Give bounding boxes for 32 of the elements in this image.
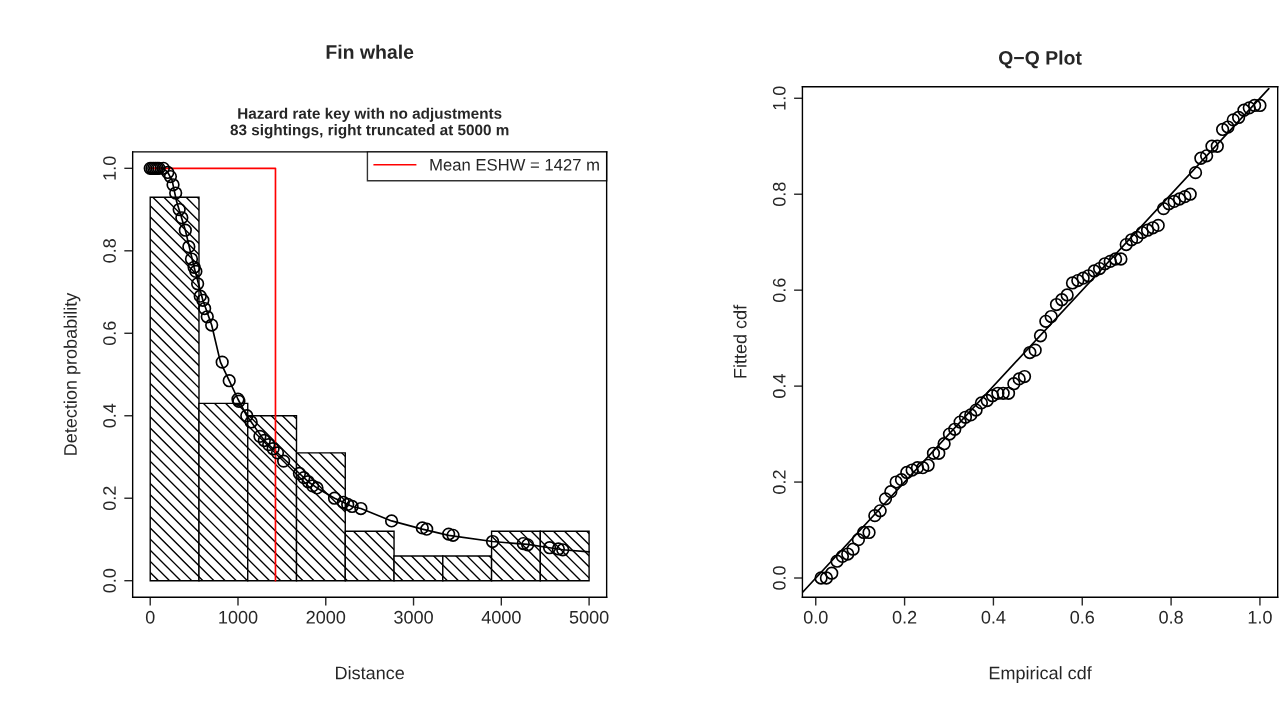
x-tick-label: 0.6 bbox=[1070, 610, 1095, 624]
x-tick-label: 0.2 bbox=[892, 610, 917, 624]
y-tick-label: 0.4 bbox=[772, 374, 786, 398]
x-tick-label: 0.4 bbox=[981, 610, 1006, 624]
chart-title: Q−Q Plot bbox=[998, 50, 1082, 69]
y-tick-label: 0.0 bbox=[103, 568, 116, 593]
y-tick-label: 1.0 bbox=[103, 156, 116, 180]
x-axis-title: Empirical cdf bbox=[989, 666, 1092, 683]
x-tick-label: 2000 bbox=[306, 610, 346, 624]
y-tick-label: 0.2 bbox=[772, 470, 786, 494]
y-tick-label: 0.6 bbox=[772, 278, 786, 303]
x-tick-label: 0.0 bbox=[803, 610, 828, 624]
y-axis-title: Detection probability bbox=[63, 292, 81, 455]
y-tick-label: 0.2 bbox=[103, 486, 116, 511]
y-tick-label: 0.0 bbox=[772, 566, 786, 590]
x-tick-label: 0.8 bbox=[1159, 610, 1183, 624]
x-tick-label: 1000 bbox=[219, 610, 258, 624]
y-tick-label: 0.6 bbox=[103, 321, 116, 346]
y-axis-title: Fitted cdf bbox=[733, 304, 747, 378]
x-tick-label: 0 bbox=[145, 610, 155, 624]
chart-subtitle: Hazard rate key with no adjustments 83 sightings, right truncated at 5000 m bbox=[230, 107, 509, 139]
y-tick-label: 1.0 bbox=[772, 86, 786, 110]
y-tick-label: 0.4 bbox=[103, 403, 116, 428]
x-tick-label: 3000 bbox=[394, 610, 433, 624]
y-tick-label: 0.8 bbox=[103, 239, 116, 263]
x-tick-label: 1.0 bbox=[1248, 610, 1272, 624]
x-tick-label: 4000 bbox=[481, 610, 521, 624]
legend-label: Mean ESHW = 1427 m bbox=[430, 158, 599, 171]
chart-title: Fin whale bbox=[326, 44, 414, 59]
x-axis-title: Distance bbox=[336, 666, 404, 680]
y-tick-label: 0.8 bbox=[772, 182, 786, 207]
x-tick-label: 5000 bbox=[569, 610, 609, 624]
